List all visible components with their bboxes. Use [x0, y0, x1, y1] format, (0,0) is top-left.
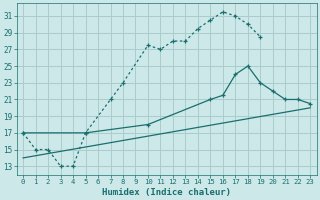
X-axis label: Humidex (Indice chaleur): Humidex (Indice chaleur) — [102, 188, 231, 197]
